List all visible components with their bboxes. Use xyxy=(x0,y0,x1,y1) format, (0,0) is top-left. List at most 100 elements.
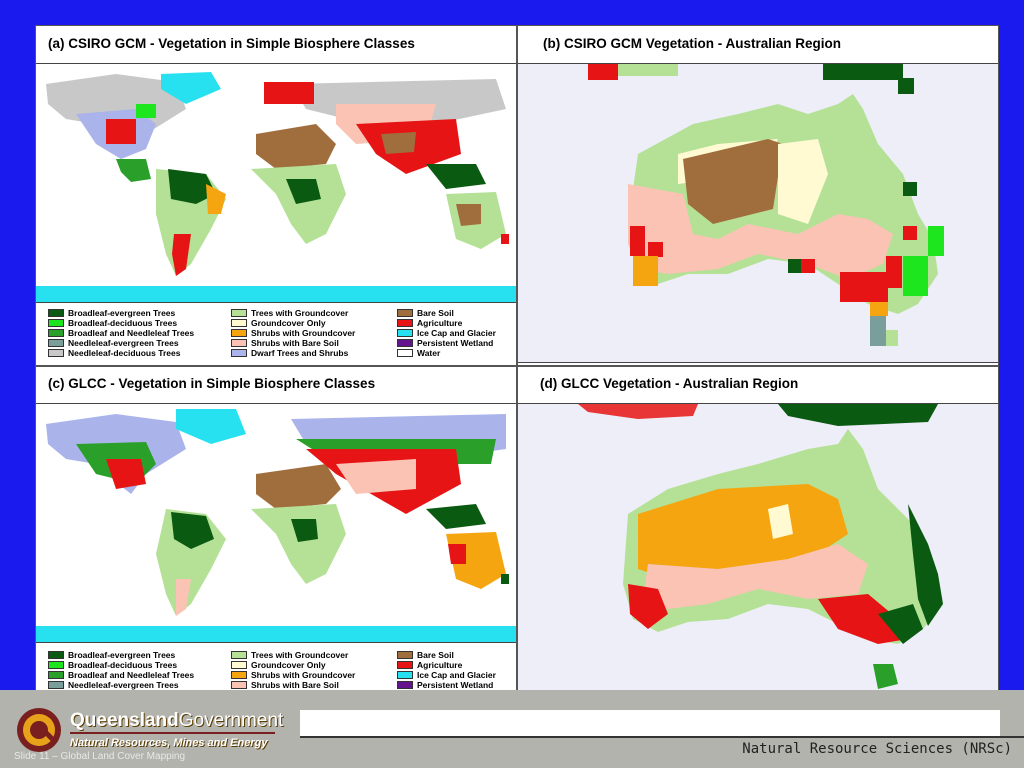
swatch xyxy=(231,309,247,317)
panel-a-world-map xyxy=(36,63,516,303)
legend-a-item-9: Shrubs with Bare Soil xyxy=(231,338,355,348)
legend-label: Trees with Groundcover xyxy=(251,308,349,318)
legend-a-item-7: Groundcover Only xyxy=(231,318,355,328)
legend-label: Agriculture xyxy=(417,318,463,328)
legend-label: Persistent Wetland xyxy=(417,338,494,348)
swatch xyxy=(231,681,247,689)
panel-b-australia-map xyxy=(518,63,998,363)
legend-c-item-11: Bare Soil xyxy=(397,650,496,660)
queensland-government-logo: QueenslandGovernment Natural Resources, … xyxy=(15,706,283,754)
swatch xyxy=(397,651,413,659)
swatch xyxy=(397,681,413,689)
swatch xyxy=(48,339,64,347)
legend-c-item-4: Needleleaf-evergreen Trees xyxy=(48,680,194,690)
legend-c-item-2: Broadleaf-deciduous Trees xyxy=(48,660,194,670)
legend-label: Shrubs with Groundcover xyxy=(251,670,356,680)
legend-label: Broadleaf-deciduous Trees xyxy=(68,318,178,328)
swatch xyxy=(231,319,247,327)
swatch xyxy=(48,309,64,317)
legend-label: Shrubs with Groundcover xyxy=(251,328,356,338)
legend-label: Ice Cap and Glacier xyxy=(417,670,496,680)
legend-a-item-6: Trees with Groundcover xyxy=(231,308,355,318)
organisation-label: Natural Resource Sciences (NRSc) xyxy=(742,741,1012,757)
crest-icon xyxy=(17,708,61,752)
swatch xyxy=(397,339,413,347)
panel-d-title: (d) GLCC Vegetation - Australian Region xyxy=(540,376,799,391)
swatch xyxy=(231,661,247,669)
swatch xyxy=(231,651,247,659)
swatch xyxy=(48,671,64,679)
legend-label: Agriculture xyxy=(417,660,463,670)
legend-c-item-3: Broadleaf and Needleleaf Trees xyxy=(48,670,194,680)
footer-rule xyxy=(300,736,1024,738)
swatch xyxy=(48,681,64,689)
legend-label: Broadleaf and Needleleaf Trees xyxy=(68,328,195,338)
swatch xyxy=(231,349,247,357)
legend-label: Shrubs with Bare Soil xyxy=(251,680,339,690)
legend-label: Bare Soil xyxy=(417,308,454,318)
legend-a-item-2: Broadleaf-deciduous Trees xyxy=(48,318,194,328)
panel-b-title: (b) CSIRO GCM Vegetation - Australian Re… xyxy=(543,36,842,51)
legend-label: Groundcover Only xyxy=(251,660,326,670)
legend-label: Needleleaf-evergreen Trees xyxy=(68,338,179,348)
swatch xyxy=(397,329,413,337)
swatch xyxy=(48,661,64,669)
legend-label: Water xyxy=(417,348,441,358)
swatch xyxy=(397,349,413,357)
logo-wordmark: QueenslandGovernment xyxy=(70,710,283,732)
legend-c-item-13: Ice Cap and Glacier xyxy=(397,670,496,680)
swatch xyxy=(48,319,64,327)
legend-label: Needleleaf-evergreen Trees xyxy=(68,680,179,690)
legend-a-item-3: Broadleaf and Needleleaf Trees xyxy=(48,328,194,338)
legend-a-item-5: Needleleaf-deciduous Trees xyxy=(48,348,194,358)
swatch xyxy=(397,309,413,317)
swatch xyxy=(48,329,64,337)
legend-c-item-8: Shrubs with Groundcover xyxy=(231,670,355,680)
legend-c-item-14: Persistent Wetland xyxy=(397,680,496,690)
legend-a-item-15: Water xyxy=(397,348,496,358)
swatch xyxy=(397,661,413,669)
swatch xyxy=(48,349,64,357)
logo-underline xyxy=(70,732,275,734)
logo-word-government: Government xyxy=(178,710,284,731)
logo-department: Natural Resources, Mines and Energy xyxy=(70,737,268,749)
legend-a-item-8: Shrubs with Groundcover xyxy=(231,328,355,338)
logo-word-queensland: Queensland xyxy=(70,710,179,731)
legend-c-item-1: Broadleaf-evergreen Trees xyxy=(48,650,194,660)
swatch xyxy=(48,651,64,659)
panel-d-australia-map xyxy=(518,403,998,703)
legend-c-item-9: Shrubs with Bare Soil xyxy=(231,680,355,690)
footer-white-band xyxy=(300,710,1000,736)
legend-label: Shrubs with Bare Soil xyxy=(251,338,339,348)
swatch xyxy=(231,671,247,679)
legend-a-item-12: Agriculture xyxy=(397,318,496,328)
panel-a-legend: Broadleaf-evergreen Trees Broadleaf-deci… xyxy=(48,308,513,362)
legend-c-item-7: Groundcover Only xyxy=(231,660,355,670)
swatch xyxy=(231,329,247,337)
legend-a-item-14: Persistent Wetland xyxy=(397,338,496,348)
legend-label: Broadleaf-evergreen Trees xyxy=(68,308,176,318)
legend-label: Ice Cap and Glacier xyxy=(417,328,496,338)
legend-label: Needleleaf-deciduous Trees xyxy=(68,348,181,358)
legend-a-item-10: Dwarf Trees and Shrubs xyxy=(231,348,355,358)
legend-label: Bare Soil xyxy=(417,650,454,660)
swatch xyxy=(397,319,413,327)
legend-a-item-4: Needleleaf-evergreen Trees xyxy=(48,338,194,348)
horizontal-divider xyxy=(35,365,999,367)
legend-label: Trees with Groundcover xyxy=(251,650,349,660)
panel-c-title: (c) GLCC - Vegetation in Simple Biospher… xyxy=(48,376,376,391)
legend-label: Dwarf Trees and Shrubs xyxy=(251,348,349,358)
swatch xyxy=(397,671,413,679)
legend-c-item-12: Agriculture xyxy=(397,660,496,670)
panel-c-world-map xyxy=(36,403,516,643)
legend-label: Broadleaf-deciduous Trees xyxy=(68,660,178,670)
legend-a-item-13: Ice Cap and Glacier xyxy=(397,328,496,338)
legend-c-item-6: Trees with Groundcover xyxy=(231,650,355,660)
legend-a-item-1: Broadleaf-evergreen Trees xyxy=(48,308,194,318)
legend-label: Broadleaf and Needleleaf Trees xyxy=(68,670,195,680)
legend-label: Groundcover Only xyxy=(251,318,326,328)
slide-label: Slide 11 – Global Land Cover Mapping xyxy=(14,751,186,762)
legend-a-item-11: Bare Soil xyxy=(397,308,496,318)
legend-label: Persistent Wetland xyxy=(417,680,494,690)
swatch xyxy=(231,339,247,347)
